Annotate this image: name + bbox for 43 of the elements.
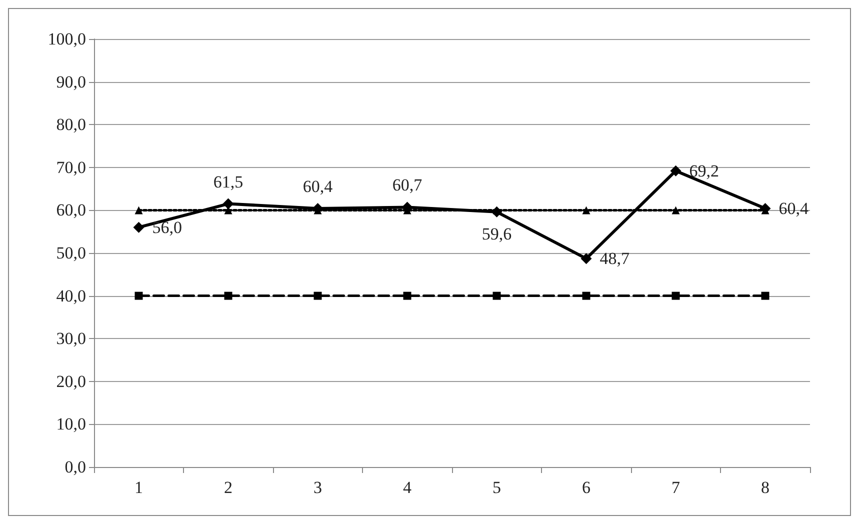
x-tick-label: 2: [224, 478, 232, 497]
y-tick-label: 20,0: [56, 372, 86, 391]
x-tick-label: 1: [134, 478, 143, 497]
point: [582, 292, 590, 300]
y-tick-label: 80,0: [56, 115, 86, 134]
x-tick-label: 3: [314, 478, 322, 497]
x-tick-label: 8: [761, 478, 770, 497]
data-label: 69,2: [689, 161, 719, 180]
point: [492, 292, 501, 300]
data-label: 59,6: [482, 224, 512, 244]
point: [582, 206, 590, 214]
y-tick-label: 0,0: [64, 458, 86, 476]
data-label: 60,4: [778, 198, 809, 218]
y-tick-label: 70,0: [56, 158, 86, 177]
x-tick-label: 5: [492, 478, 501, 497]
x-tick-label: 7: [672, 478, 680, 497]
point: [224, 292, 232, 300]
point: [672, 292, 680, 300]
point: [134, 206, 143, 214]
point: [314, 292, 322, 300]
y-tick-label: 40,0: [56, 286, 86, 306]
x-tick-label: 6: [582, 478, 590, 497]
point: [222, 198, 234, 210]
x-tick-label: 4: [403, 478, 412, 497]
point: [580, 253, 592, 264]
y-tick-label: 90,0: [56, 72, 86, 92]
data-label: 61,5: [213, 172, 244, 192]
y-tick-label: 30,0: [56, 329, 86, 348]
point: [491, 206, 502, 218]
point: [134, 292, 143, 300]
data-label: 56,0: [152, 218, 182, 237]
point: [761, 292, 770, 300]
y-tick-label: 100,0: [48, 30, 86, 48]
point: [670, 165, 682, 176]
data-label: 60,4: [302, 176, 334, 196]
y-tick-label: 50,0: [56, 244, 86, 262]
point: [403, 292, 412, 300]
data-label: 60,7: [392, 176, 423, 195]
point: [672, 206, 680, 214]
point: [133, 222, 144, 233]
y-tick-label: 10,0: [56, 414, 86, 434]
y-tick-label: 60,0: [56, 200, 86, 220]
data-label: 48,7: [600, 249, 630, 268]
